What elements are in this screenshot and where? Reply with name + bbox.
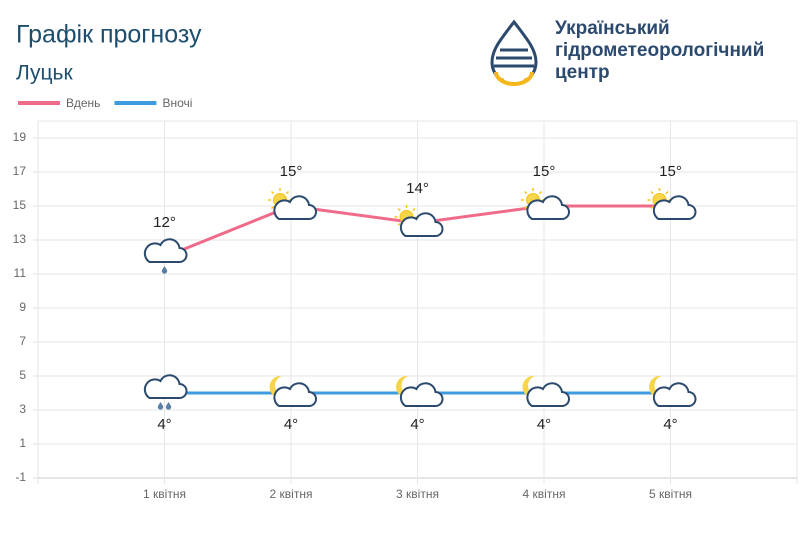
x-tick-label: 1 квітня <box>143 487 186 501</box>
cloud <box>143 238 188 263</box>
legend-label: Вночі <box>162 96 192 110</box>
sun-ray <box>650 205 654 210</box>
cloud <box>526 382 570 407</box>
moon <box>269 375 288 398</box>
y-tick-label: 5 <box>19 368 26 382</box>
sun-ray <box>538 190 543 195</box>
weather-icon <box>649 375 697 407</box>
weather-icon <box>269 375 317 407</box>
cloud <box>652 382 697 407</box>
x-tick-label: 3 квітня <box>396 487 439 501</box>
y-tick-label: 11 <box>14 266 27 280</box>
moon <box>396 375 415 398</box>
weather-icon <box>647 188 697 220</box>
value-label: 14° <box>406 180 429 197</box>
value-label: 4° <box>157 416 171 433</box>
cloud <box>273 195 317 220</box>
value-label: 12° <box>153 214 176 231</box>
cloud <box>143 374 188 399</box>
weather-icon <box>396 375 444 407</box>
rain-drop <box>157 402 164 410</box>
value-label: 15° <box>659 163 682 180</box>
chart-title: Графік прогнозу <box>16 21 202 49</box>
weather-icon <box>522 375 570 407</box>
chart-subtitle: Луцьк <box>16 62 73 85</box>
weather-icon <box>521 188 570 220</box>
value-label: 4° <box>284 416 298 433</box>
moon <box>649 375 668 398</box>
org-name: гідрометеорологічний <box>555 40 764 61</box>
y-tick-label: 19 <box>13 130 27 144</box>
weather-icon <box>143 238 188 274</box>
sun-ray <box>285 190 290 195</box>
cloud <box>273 382 317 407</box>
cloud <box>399 212 444 237</box>
value-label: 15° <box>280 163 303 180</box>
y-tick-label: -1 <box>15 470 26 484</box>
sun-ray <box>397 207 401 212</box>
rain-drop <box>165 402 172 410</box>
sun-ray <box>650 190 654 195</box>
value-label: 15° <box>533 163 556 180</box>
cloud <box>652 195 697 220</box>
weather-icon <box>143 374 188 410</box>
value-label: 4° <box>537 416 551 433</box>
x-tick-label: 2 квітня <box>270 487 313 501</box>
y-tick-label: 17 <box>13 164 27 178</box>
cloud <box>399 382 444 407</box>
x-tick-label: 4 квітня <box>523 487 566 501</box>
rain-drop <box>161 266 168 274</box>
org-name: Український <box>555 18 670 39</box>
x-tick-label: 5 квітня <box>649 487 692 501</box>
legend-label: Вдень <box>66 96 100 110</box>
weather-icon <box>268 188 317 220</box>
y-tick-label: 9 <box>19 300 26 314</box>
value-label: 4° <box>663 416 677 433</box>
cloud <box>526 195 570 220</box>
y-tick-label: 13 <box>13 232 27 246</box>
sun-ray <box>270 205 275 210</box>
moon <box>522 375 541 398</box>
org-name: центр <box>555 62 610 83</box>
y-tick-label: 1 <box>19 436 26 450</box>
y-tick-label: 15 <box>13 198 27 212</box>
sun-ray <box>523 190 528 195</box>
y-tick-label: 3 <box>19 402 26 416</box>
logo <box>490 19 538 86</box>
sun-ray <box>523 205 528 210</box>
sun-ray <box>412 207 416 212</box>
y-tick-label: 7 <box>19 334 26 348</box>
weather-icon <box>394 205 444 237</box>
sun-ray <box>397 222 401 227</box>
sun-ray <box>665 190 669 195</box>
value-label: 4° <box>410 416 424 433</box>
sun-ray <box>270 190 275 195</box>
